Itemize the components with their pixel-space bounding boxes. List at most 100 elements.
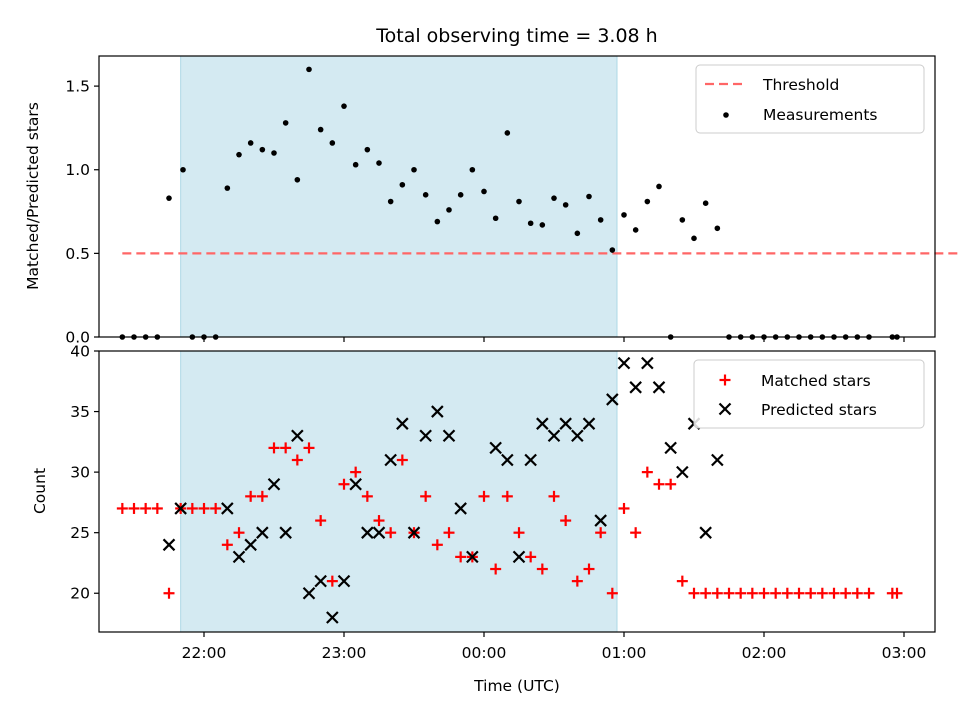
predicted-star-point xyxy=(606,393,619,406)
matched-star-point xyxy=(291,454,303,466)
measurement-point xyxy=(236,151,242,158)
matched-star-point xyxy=(630,527,642,539)
cross-stroke xyxy=(489,441,502,455)
top-y-tick-label: 1.5 xyxy=(65,78,90,96)
matched-star-point xyxy=(606,587,618,599)
measurement-point xyxy=(632,227,639,233)
measurement-point xyxy=(492,215,499,222)
predicted-star-point xyxy=(652,381,666,394)
matched-star-point xyxy=(338,478,350,490)
matched-star-point xyxy=(770,587,782,599)
cross-stroke xyxy=(676,465,689,479)
matched-star-point xyxy=(536,563,548,575)
legend-matched-swatch xyxy=(719,374,731,386)
legend-frame xyxy=(693,359,925,429)
cross-stroke xyxy=(256,526,269,539)
matched-star-point xyxy=(245,490,257,502)
predicted-star-point xyxy=(711,453,724,467)
matched-star-point xyxy=(256,490,268,502)
bottom-y-tick-label: 20 xyxy=(70,585,90,603)
matched-star-point xyxy=(443,527,455,539)
x-tick-label: 02:00 xyxy=(742,644,787,662)
predicted-star-point xyxy=(571,429,584,443)
cross-stroke xyxy=(501,453,514,467)
predicted-star-point xyxy=(489,441,502,455)
cross-stroke xyxy=(361,526,374,539)
matched-star-point xyxy=(373,515,385,527)
predicted-star-point xyxy=(664,441,677,455)
legend-predicted-label: Predicted stars xyxy=(761,401,877,419)
predicted-star-point xyxy=(676,465,689,479)
predicted-star-point xyxy=(256,526,269,539)
matched-star-point xyxy=(350,466,362,478)
predicted-star-point xyxy=(442,429,456,443)
matched-star-point xyxy=(525,551,537,563)
cross-stroke xyxy=(384,453,397,467)
matched-star-point xyxy=(548,490,560,502)
measurement-point xyxy=(352,161,359,168)
chart-title: Total observing time = 3.08 h xyxy=(375,25,657,47)
matched-star-point xyxy=(326,575,338,587)
cross-stroke xyxy=(314,574,327,588)
predicted-star-point xyxy=(594,514,607,527)
matched-star-point xyxy=(851,587,863,599)
predicted-star-point xyxy=(629,381,642,394)
matched-star-point xyxy=(816,587,828,599)
predicted-star-point xyxy=(407,526,421,539)
predicted-star-point xyxy=(384,453,397,467)
top-y-tick-label: 0.0 xyxy=(65,329,90,347)
matched-star-point xyxy=(746,587,758,599)
measurement-point xyxy=(411,166,417,173)
matched-star-point xyxy=(781,587,793,599)
top-y-tick-label: 0.5 xyxy=(65,245,90,263)
matched-star-point xyxy=(490,563,502,575)
cross-stroke xyxy=(617,356,631,370)
legend-threshold-label: Threshold xyxy=(762,76,839,94)
top-y-axis-label: Matched/Predicted stars xyxy=(24,102,42,290)
legend-frame xyxy=(695,64,925,134)
predicted-star-point xyxy=(302,586,316,600)
bottom-y-tick-label: 30 xyxy=(70,464,90,482)
x-tick-label: 22:00 xyxy=(182,644,227,662)
matched-star-point xyxy=(385,527,397,539)
cross-stroke xyxy=(267,477,281,491)
cross-stroke xyxy=(571,429,584,443)
cross-stroke xyxy=(244,538,257,552)
measurement-point xyxy=(714,225,721,232)
bottom-y-axis-label: Count xyxy=(31,468,49,514)
matched-star-point xyxy=(676,575,688,587)
predicted-star-point xyxy=(699,526,712,539)
matched-star-point xyxy=(233,527,245,539)
measurement-point xyxy=(469,166,476,173)
matched-star-point xyxy=(268,442,280,454)
measurement-point xyxy=(317,126,324,133)
cross-stroke xyxy=(337,574,351,588)
predicted-star-point xyxy=(361,526,374,539)
top-observing-span xyxy=(180,56,618,337)
predicted-star-point xyxy=(431,405,444,418)
measurement-point xyxy=(621,212,627,218)
measurement-point xyxy=(282,120,289,126)
measurement-point xyxy=(574,230,581,237)
legend-matched-label: Matched stars xyxy=(761,372,871,390)
measurement-point xyxy=(422,192,429,198)
cross-stroke xyxy=(524,453,537,467)
matched-star-point xyxy=(891,587,903,599)
matched-star-point xyxy=(221,539,233,551)
predicted-star-point xyxy=(337,574,351,588)
measurement-point xyxy=(481,188,487,195)
cross-stroke xyxy=(664,441,677,455)
matched-star-point xyxy=(828,587,840,599)
predicted-star-point xyxy=(326,611,339,624)
predicted-star-point xyxy=(162,538,176,552)
predicted-star-point xyxy=(454,502,467,515)
cross-stroke xyxy=(396,417,409,430)
cross-stroke xyxy=(582,417,596,430)
matched-star-point xyxy=(140,502,152,514)
matched-star-point xyxy=(571,575,583,587)
measurement-point xyxy=(551,195,557,201)
matched-star-point xyxy=(793,587,805,599)
cross-stroke xyxy=(559,417,572,430)
matched-star-point xyxy=(723,587,735,599)
predicted-star-point xyxy=(466,550,479,564)
